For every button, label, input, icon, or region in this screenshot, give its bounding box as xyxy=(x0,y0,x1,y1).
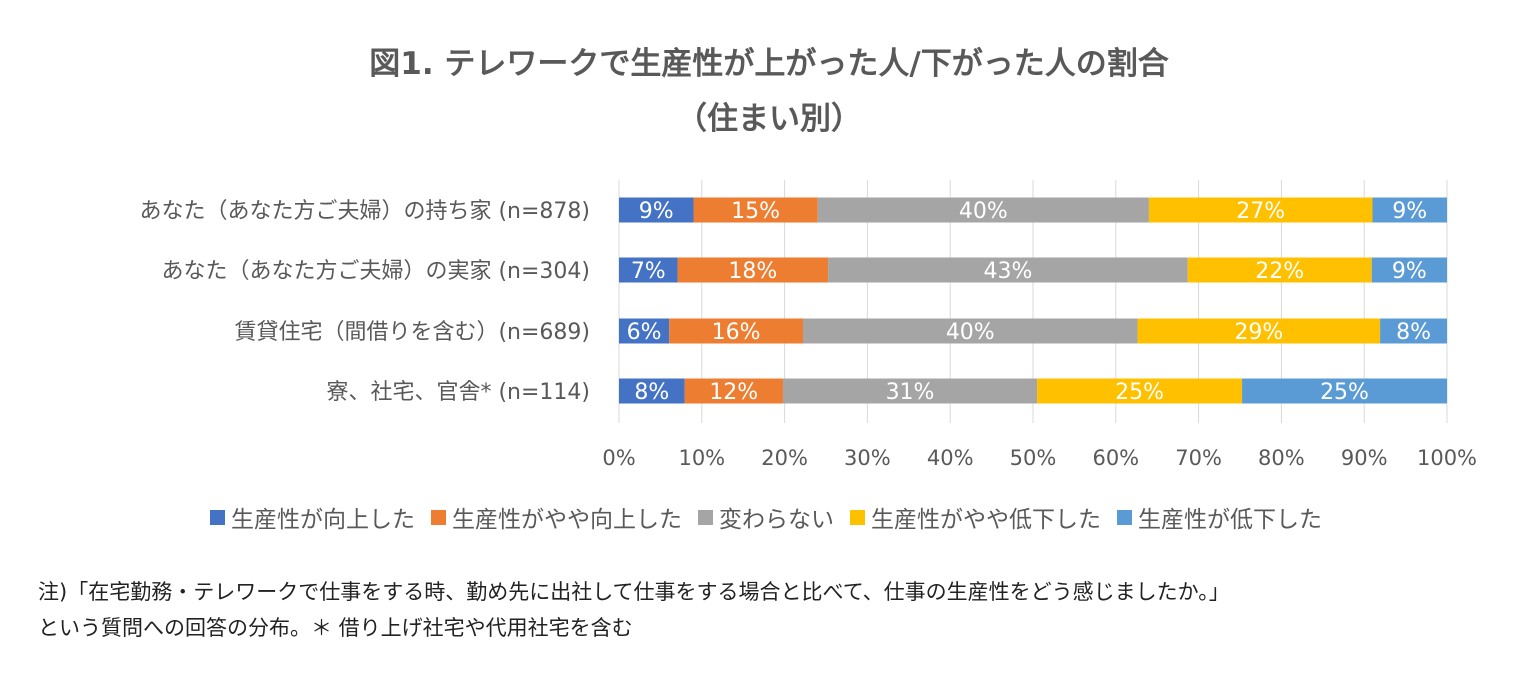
data-label: 27% xyxy=(1236,199,1285,224)
data-label: 16% xyxy=(712,320,761,345)
category-label: あなた（あなた方ご夫婦）の持ち家 (n=878) xyxy=(139,199,590,224)
x-tick-label: 10% xyxy=(678,446,725,470)
data-label: 31% xyxy=(886,380,935,405)
data-label: 12% xyxy=(709,380,758,405)
x-tick-label: 40% xyxy=(927,446,974,470)
x-tick-label: 0% xyxy=(602,446,635,470)
data-label: 25% xyxy=(1320,380,1369,405)
data-label: 6% xyxy=(627,320,662,345)
data-label: 22% xyxy=(1255,259,1304,284)
data-label: 25% xyxy=(1115,380,1164,405)
legend-item: 生産性が低下した xyxy=(1117,500,1322,534)
stacked-bar-chart: 0% 10% 20% 30% 40% 50% 60% 70% 80% 90% 100% あなた（あなた… xyxy=(0,0,1538,500)
data-label: 8% xyxy=(1396,320,1431,345)
x-tick-label: 20% xyxy=(761,446,808,470)
legend-item: 生産性がやや低下した xyxy=(850,500,1101,534)
legend-swatch xyxy=(698,510,713,525)
category-label: 賃貸住宅（間借りを含む）(n=689) xyxy=(234,320,590,345)
footnote-line-2: という質問への回答の分布。＊ 借り上げ社宅や代用社宅を含む xyxy=(38,612,633,642)
data-label: 18% xyxy=(728,259,777,284)
data-label: 15% xyxy=(731,199,780,224)
x-tick-label: 70% xyxy=(1175,446,1222,470)
data-label: 40% xyxy=(959,199,1008,224)
x-tick-label: 100% xyxy=(1417,446,1477,470)
data-label: 40% xyxy=(946,320,995,345)
data-label: 7% xyxy=(631,259,666,284)
x-tick-label: 80% xyxy=(1258,446,1305,470)
legend-label: 生産性がやや向上した xyxy=(452,500,682,534)
data-label: 9% xyxy=(1392,259,1427,284)
legend-label: 生産性が低下した xyxy=(1138,500,1322,534)
data-label: 8% xyxy=(634,380,669,405)
x-tick-label: 30% xyxy=(844,446,891,470)
chart-legend: 生産性が向上した 生産性がやや向上した 変わらない 生産性がやや低下した 生産性が低下し… xyxy=(0,500,1538,534)
legend-swatch xyxy=(210,510,225,525)
data-label: 43% xyxy=(983,259,1032,284)
legend-item: 変わらない xyxy=(698,500,834,534)
legend-swatch xyxy=(850,510,865,525)
legend-item: 生産性が向上した xyxy=(210,500,415,534)
x-tick-label: 60% xyxy=(1092,446,1139,470)
legend-label: 生産性が向上した xyxy=(231,500,415,534)
legend-label: 変わらない xyxy=(719,500,834,534)
category-label: 寮、社宅、官舎* (n=114) xyxy=(326,380,590,405)
legend-swatch xyxy=(431,510,446,525)
data-label: 9% xyxy=(639,199,674,224)
legend-swatch xyxy=(1117,510,1132,525)
footnote-line-1: 注)「在宅勤務・テレワークで仕事をする時、勤め先に出社して仕事をする場合と比べて… xyxy=(38,576,1230,606)
data-label: 29% xyxy=(1234,320,1283,345)
legend-label: 生産性がやや低下した xyxy=(871,500,1101,534)
data-label: 9% xyxy=(1392,199,1427,224)
legend-item: 生産性がやや向上した xyxy=(431,500,682,534)
x-tick-label: 50% xyxy=(1010,446,1057,470)
x-tick-label: 90% xyxy=(1341,446,1388,470)
category-label: あなた（あなた方ご夫婦）の実家 (n=304) xyxy=(161,259,590,284)
